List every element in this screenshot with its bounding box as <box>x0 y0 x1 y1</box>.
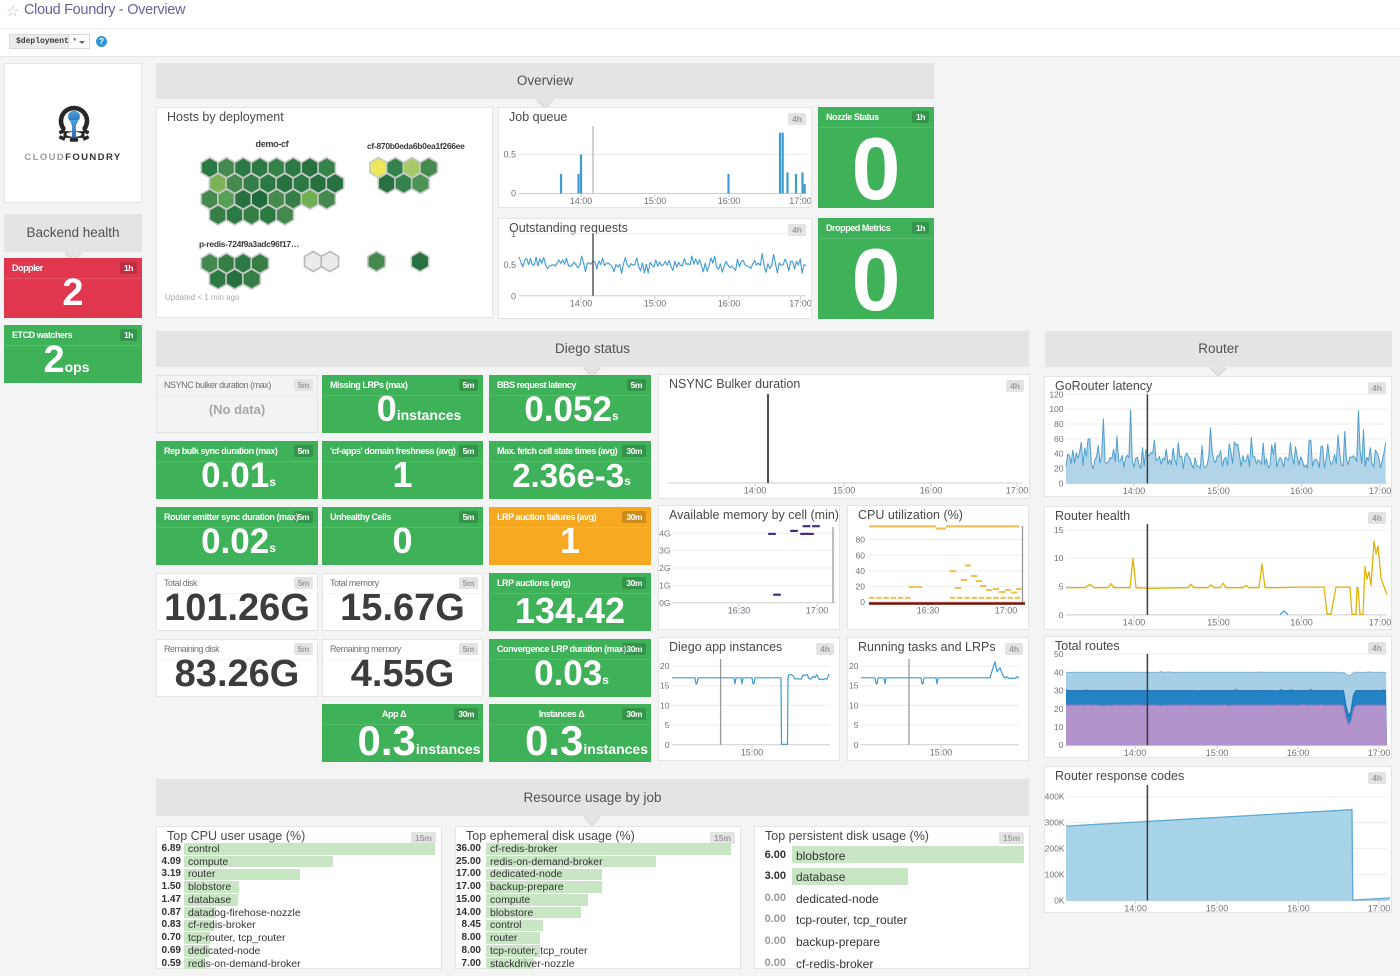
svg-text:80: 80 <box>1054 419 1064 429</box>
svg-text:17:00: 17:00 <box>995 606 1018 616</box>
svg-text:0.5: 0.5 <box>503 260 516 270</box>
svg-text:100: 100 <box>1049 404 1063 414</box>
svg-text:17:00: 17:00 <box>1368 904 1391 913</box>
svg-text:16:00: 16:00 <box>718 299 741 309</box>
svg-text:17:00: 17:00 <box>789 299 811 309</box>
svg-text:20: 20 <box>856 582 866 592</box>
svg-text:40: 40 <box>1054 449 1064 459</box>
svg-text:15:00: 15:00 <box>930 748 953 758</box>
svg-text:0: 0 <box>511 189 516 199</box>
svg-text:16:00: 16:00 <box>1290 618 1313 628</box>
svg-text:5: 5 <box>854 720 859 730</box>
svg-text:17:00: 17:00 <box>1369 486 1391 496</box>
svg-text:0G: 0G <box>659 598 670 608</box>
svg-text:14:00: 14:00 <box>1124 904 1147 913</box>
svg-text:15:00: 15:00 <box>741 748 764 758</box>
svg-text:14:00: 14:00 <box>1124 748 1147 757</box>
svg-text:10: 10 <box>1054 722 1064 732</box>
svg-text:100K: 100K <box>1045 870 1065 880</box>
svg-text:15:00: 15:00 <box>1206 748 1229 757</box>
svg-text:20: 20 <box>1054 464 1064 474</box>
svg-text:17:00: 17:00 <box>806 606 829 616</box>
svg-text:14:00: 14:00 <box>570 299 593 309</box>
svg-text:17:00: 17:00 <box>1368 748 1391 757</box>
svg-text:0: 0 <box>1059 478 1064 488</box>
svg-text:15:00: 15:00 <box>1206 904 1229 913</box>
svg-text:16:00: 16:00 <box>718 196 741 206</box>
svg-text:14:00: 14:00 <box>744 486 767 496</box>
svg-text:17:00: 17:00 <box>789 196 811 206</box>
svg-text:15:00: 15:00 <box>833 486 856 496</box>
svg-text:15: 15 <box>660 681 670 691</box>
svg-text:0K: 0K <box>1054 896 1065 906</box>
svg-text:400K: 400K <box>1045 792 1065 802</box>
svg-text:40: 40 <box>856 566 866 576</box>
svg-text:14:00: 14:00 <box>1123 618 1146 628</box>
svg-text:10: 10 <box>660 700 670 710</box>
svg-text:0: 0 <box>665 740 670 750</box>
svg-text:16:30: 16:30 <box>728 606 751 616</box>
svg-text:40: 40 <box>1054 667 1064 677</box>
svg-text:0: 0 <box>511 291 516 301</box>
svg-text:60: 60 <box>856 550 866 560</box>
svg-text:20: 20 <box>1054 704 1064 714</box>
svg-text:20: 20 <box>660 661 670 671</box>
svg-text:14:00: 14:00 <box>570 196 593 206</box>
svg-text:0: 0 <box>860 597 865 607</box>
svg-text:120: 120 <box>1049 390 1063 399</box>
svg-text:5: 5 <box>665 720 670 730</box>
svg-text:15: 15 <box>1054 525 1064 535</box>
svg-text:16:30: 16:30 <box>917 606 940 616</box>
svg-text:17:00: 17:00 <box>1369 618 1391 628</box>
svg-text:16:00: 16:00 <box>1287 748 1310 757</box>
svg-text:4G: 4G <box>659 528 670 538</box>
svg-text:5: 5 <box>1059 582 1064 592</box>
svg-text:60: 60 <box>1054 434 1064 444</box>
svg-text:15:00: 15:00 <box>644 299 667 309</box>
svg-text:15: 15 <box>849 681 859 691</box>
svg-text:0: 0 <box>1059 740 1064 750</box>
svg-text:17:00: 17:00 <box>1006 486 1029 496</box>
svg-text:16:00: 16:00 <box>1287 904 1310 913</box>
svg-text:0: 0 <box>1059 610 1064 620</box>
svg-text:20: 20 <box>849 661 859 671</box>
svg-text:2G: 2G <box>659 563 670 573</box>
svg-text:10: 10 <box>1054 553 1064 563</box>
svg-text:30: 30 <box>1054 686 1064 696</box>
svg-text:15:00: 15:00 <box>644 196 667 206</box>
svg-text:15:00: 15:00 <box>1207 486 1230 496</box>
svg-text:1: 1 <box>511 230 516 239</box>
svg-text:16:00: 16:00 <box>1290 486 1313 496</box>
svg-text:1G: 1G <box>659 581 670 591</box>
svg-text:10: 10 <box>849 700 859 710</box>
svg-text:14:00: 14:00 <box>1123 486 1146 496</box>
svg-text:300K: 300K <box>1045 818 1065 828</box>
svg-text:80: 80 <box>856 535 866 545</box>
svg-text:50: 50 <box>1054 650 1064 659</box>
svg-text:0: 0 <box>854 740 859 750</box>
svg-text:0.5: 0.5 <box>503 150 516 160</box>
svg-text:3G: 3G <box>659 546 670 556</box>
svg-text:16:00: 16:00 <box>920 486 943 496</box>
svg-text:200K: 200K <box>1045 844 1065 854</box>
svg-text:15:00: 15:00 <box>1207 618 1230 628</box>
